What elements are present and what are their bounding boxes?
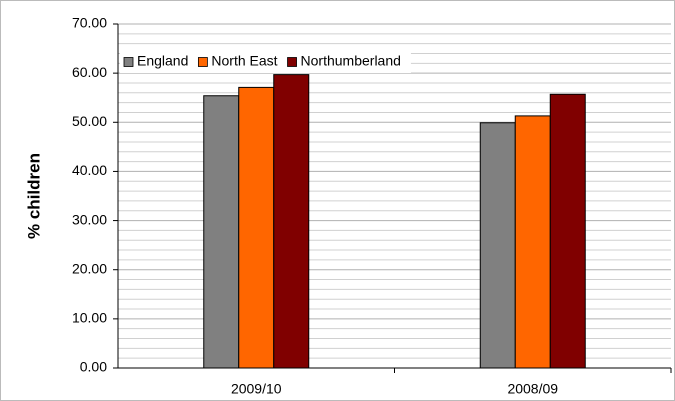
y-tick-label: 50.00 bbox=[72, 113, 107, 129]
legend-swatch bbox=[287, 57, 297, 67]
legend-label: England bbox=[137, 53, 188, 69]
bar bbox=[479, 122, 516, 369]
legend: England North East Northumberland bbox=[120, 51, 411, 73]
bar bbox=[203, 95, 240, 369]
bar bbox=[514, 115, 551, 369]
legend-label: North East bbox=[211, 53, 277, 69]
x-tick-label: 2009/10 bbox=[231, 381, 282, 397]
y-tick-label: 0.00 bbox=[80, 359, 107, 375]
bar bbox=[238, 86, 275, 369]
legend-swatch bbox=[197, 57, 208, 67]
y-tick-label: 60.00 bbox=[72, 64, 107, 80]
bar bbox=[549, 93, 586, 369]
y-tick-label: 40.00 bbox=[72, 162, 107, 178]
bar bbox=[273, 74, 310, 369]
y-tick-label: 10.00 bbox=[72, 310, 107, 326]
legend-label: Northumberland bbox=[301, 53, 401, 69]
y-tick-label: 70.00 bbox=[72, 15, 107, 31]
y-tick-label: 20.00 bbox=[72, 260, 107, 276]
y-tick-label: 30.00 bbox=[72, 211, 107, 227]
legend-background bbox=[120, 51, 411, 73]
y-axis-label: % children bbox=[24, 153, 43, 239]
legend-swatch bbox=[123, 57, 134, 67]
x-tick-label: 2008/09 bbox=[507, 381, 558, 397]
